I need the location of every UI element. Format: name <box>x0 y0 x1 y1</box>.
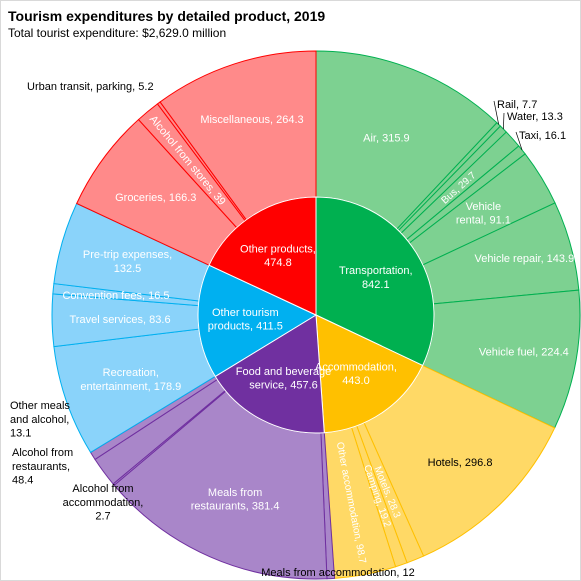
outer-ring <box>51 50 581 580</box>
inner-slice-other-tourism-products <box>197 264 318 378</box>
chart-subtitle: Total tourist expenditure: $2,629.0 mill… <box>8 26 227 40</box>
outer-label-alcohol-from-restaurants: Alcohol from restaurants, 48.4 <box>12 447 73 487</box>
inner-label-transportation: Transportation, 842.1 <box>339 265 413 291</box>
outer-label-meals-from-restaurants: Meals from restaurants, 381.4 <box>191 487 280 513</box>
outer-label-miscellaneous: Miscellaneous, 264.3 <box>200 114 303 126</box>
outer-label-meals-from-accommodation: Meals from accommodation, 12 <box>261 567 414 579</box>
outer-label-rail: Rail, 7.7 <box>497 99 537 111</box>
outer-label-travel-services: Travel services, 83.6 <box>69 314 170 326</box>
labels: Transportation, 842.1 Accommodation, 443.0F… <box>10 81 574 579</box>
outer-label-recreation-entertainment: Recreation, entertainment, 178.9 <box>80 367 181 393</box>
outer-label-urban-transit-parking: Urban transit, parking, 5.2 <box>27 81 154 93</box>
inner-label-food-and-beverage-service: Food and beverage service, 457.6 <box>236 366 331 392</box>
inner-slice-transportation <box>315 196 435 367</box>
outer-label-vehicle-fuel: Vehicle fuel, 224.4 <box>479 346 569 358</box>
outer-label-groceries: Groceries, 166.3 <box>115 192 196 204</box>
outer-label-taxi: Taxi, 16.1 <box>519 130 566 142</box>
outer-label-pre-trip-expenses: Pre-trip expenses, 132.5 <box>83 249 172 275</box>
outer-label-vehicle-rental: Vehicle rental, 91.1 <box>456 201 511 227</box>
leader-line-taxi <box>515 131 523 151</box>
outer-label-hotels: Hotels, 296.8 <box>428 457 493 469</box>
outer-label-alcohol-from-accommodation: Alcohol from accommodation, 2.7 <box>63 483 144 522</box>
inner-slice-other-products <box>208 196 317 316</box>
outer-label-other-meals-and-alcohol: Other meals and alcohol, 13.1 <box>10 400 70 440</box>
inner-slice-accommodation <box>315 314 424 434</box>
inner-label-other-products: Other products, 474.8 <box>240 243 316 269</box>
inner-label-other-tourism-products: Other tourism products, 411.5 <box>208 307 283 333</box>
leader-line-rail <box>493 100 500 125</box>
outer-label-convention-fees: Convention fees, 16.5 <box>62 290 169 302</box>
outer-label-vehicle-repair: Vehicle repair, 143.9 <box>475 253 575 265</box>
inner-ring <box>197 196 435 434</box>
inner-slice-food-and-beverage-service <box>214 314 325 434</box>
leader-line-water <box>503 112 505 130</box>
inner-label-accommodation: Accommodation, 443.0 <box>315 361 397 387</box>
outer-label-water: Water, 13.3 <box>507 111 563 123</box>
outer-label-air: Air, 315.9 <box>363 132 409 144</box>
chart-title: Tourism expenditures by detailed product… <box>8 8 326 24</box>
